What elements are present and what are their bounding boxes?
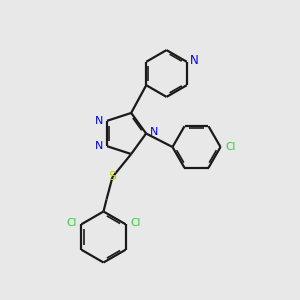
Text: S: S xyxy=(109,170,116,184)
Text: Cl: Cl xyxy=(225,142,236,152)
Text: N: N xyxy=(150,127,159,137)
Text: N: N xyxy=(190,54,199,67)
Text: N: N xyxy=(94,116,103,126)
Text: Cl: Cl xyxy=(130,218,140,228)
Text: Cl: Cl xyxy=(67,218,77,228)
Text: N: N xyxy=(94,141,103,151)
